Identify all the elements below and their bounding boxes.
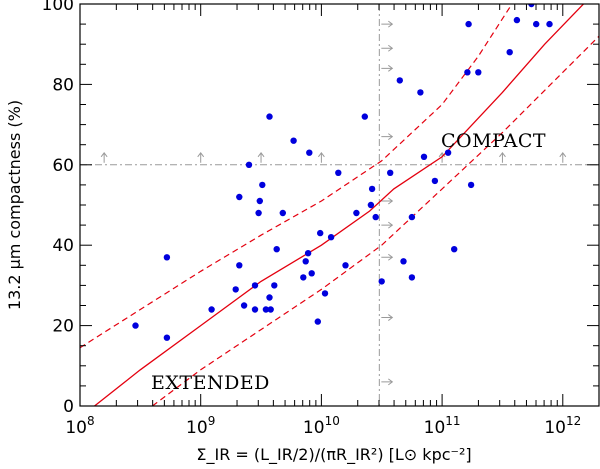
data-point bbox=[361, 113, 368, 120]
data-point bbox=[314, 318, 321, 325]
y-tick-label: 100 bbox=[42, 0, 74, 15]
data-point bbox=[279, 209, 286, 217]
data-point bbox=[308, 270, 315, 277]
data-point bbox=[467, 181, 475, 189]
lower-bound-dashed-line bbox=[152, 35, 599, 406]
up-arrow-icon bbox=[257, 151, 265, 163]
right-arrow-icon bbox=[381, 133, 394, 141]
data-point bbox=[163, 254, 171, 261]
data-point bbox=[232, 286, 239, 293]
compact-label: COMPACT bbox=[441, 130, 546, 152]
data-point bbox=[396, 77, 403, 84]
y-axis-title: 13.2 μm compactness (%) bbox=[5, 100, 24, 310]
right-arrow-icon bbox=[381, 44, 394, 52]
data-point bbox=[387, 169, 394, 176]
data-point bbox=[400, 258, 407, 265]
data-point bbox=[259, 181, 266, 189]
extended-label: EXTENDED bbox=[151, 372, 270, 394]
data-point bbox=[528, 4, 535, 8]
data-point bbox=[267, 306, 274, 313]
right-arrow-icon bbox=[381, 314, 394, 321]
data-point bbox=[266, 294, 273, 301]
data-point bbox=[431, 177, 439, 185]
data-point bbox=[353, 209, 360, 217]
data-point bbox=[464, 69, 471, 76]
data-point bbox=[245, 161, 253, 168]
up-arrow-icon bbox=[100, 151, 108, 163]
data-point bbox=[321, 290, 329, 297]
x-tick-label: 109 bbox=[186, 414, 215, 438]
up-arrow-icon bbox=[197, 151, 205, 163]
data-point bbox=[533, 20, 540, 28]
up-arrow-icon bbox=[317, 151, 325, 163]
data-point bbox=[290, 137, 297, 144]
data-point bbox=[208, 306, 215, 313]
up-arrow-icon bbox=[499, 151, 506, 163]
data-point bbox=[451, 246, 458, 253]
data-point bbox=[163, 334, 171, 341]
x-tick-label: 1012 bbox=[544, 414, 581, 438]
data-points bbox=[132, 4, 553, 341]
x-tick-label: 1011 bbox=[424, 414, 461, 438]
right-arrow-icon bbox=[381, 197, 394, 205]
right-arrow-icon bbox=[381, 221, 394, 229]
y-tick-label: 0 bbox=[63, 397, 74, 417]
x-tick-label: 108 bbox=[65, 414, 94, 438]
y-tick-label: 20 bbox=[52, 317, 74, 337]
data-point bbox=[271, 282, 278, 289]
data-point bbox=[506, 49, 513, 56]
data-point bbox=[465, 20, 472, 28]
data-point bbox=[367, 201, 375, 209]
data-point bbox=[546, 20, 553, 28]
right-arrow-icon bbox=[381, 64, 394, 72]
data-point bbox=[408, 213, 416, 221]
fit-line bbox=[94, 4, 585, 406]
data-point bbox=[251, 306, 259, 313]
data-point bbox=[368, 185, 376, 193]
axes-frame: 108 109 1010 1011 1012 0 20 40 60 80 100 bbox=[42, 0, 600, 438]
data-point bbox=[273, 246, 280, 253]
data-point bbox=[302, 258, 309, 265]
data-point bbox=[251, 282, 259, 289]
y-tick-label: 60 bbox=[52, 156, 74, 176]
data-point bbox=[240, 302, 248, 309]
plot-frame bbox=[79, 3, 600, 407]
data-point bbox=[256, 197, 263, 205]
data-point bbox=[342, 262, 349, 269]
data-point bbox=[306, 149, 313, 156]
x-axis-title: Σ_IR = (L_IR/2)/(πR_IR²) [L⊙ kpc⁻²] bbox=[196, 445, 471, 465]
data-point bbox=[408, 274, 416, 281]
right-arrow-icon bbox=[381, 20, 394, 28]
threshold-guides bbox=[80, 4, 599, 406]
data-point bbox=[266, 113, 273, 120]
data-point bbox=[255, 209, 262, 217]
upper-bound-dashed-line bbox=[80, 4, 513, 349]
data-point bbox=[417, 89, 424, 96]
data-point bbox=[132, 322, 139, 329]
data-point bbox=[236, 193, 243, 201]
fit-lines bbox=[80, 4, 599, 406]
y-tick-label: 40 bbox=[52, 236, 74, 256]
data-point bbox=[327, 234, 335, 241]
right-arrow-icon bbox=[381, 253, 394, 261]
up-arrow-icon bbox=[559, 151, 567, 163]
data-point bbox=[300, 274, 307, 281]
y-tick-label: 80 bbox=[52, 75, 74, 95]
data-point bbox=[236, 262, 243, 269]
data-point bbox=[317, 229, 324, 237]
data-point bbox=[420, 153, 428, 160]
data-point bbox=[335, 169, 342, 176]
right-arrow-icon bbox=[381, 378, 394, 386]
data-point bbox=[475, 69, 482, 76]
data-point bbox=[444, 149, 452, 156]
x-tick-label: 1010 bbox=[303, 414, 340, 438]
data-point bbox=[378, 278, 385, 285]
data-point bbox=[372, 213, 379, 221]
data-point bbox=[262, 306, 270, 313]
data-point bbox=[304, 250, 312, 257]
data-point bbox=[513, 16, 521, 24]
